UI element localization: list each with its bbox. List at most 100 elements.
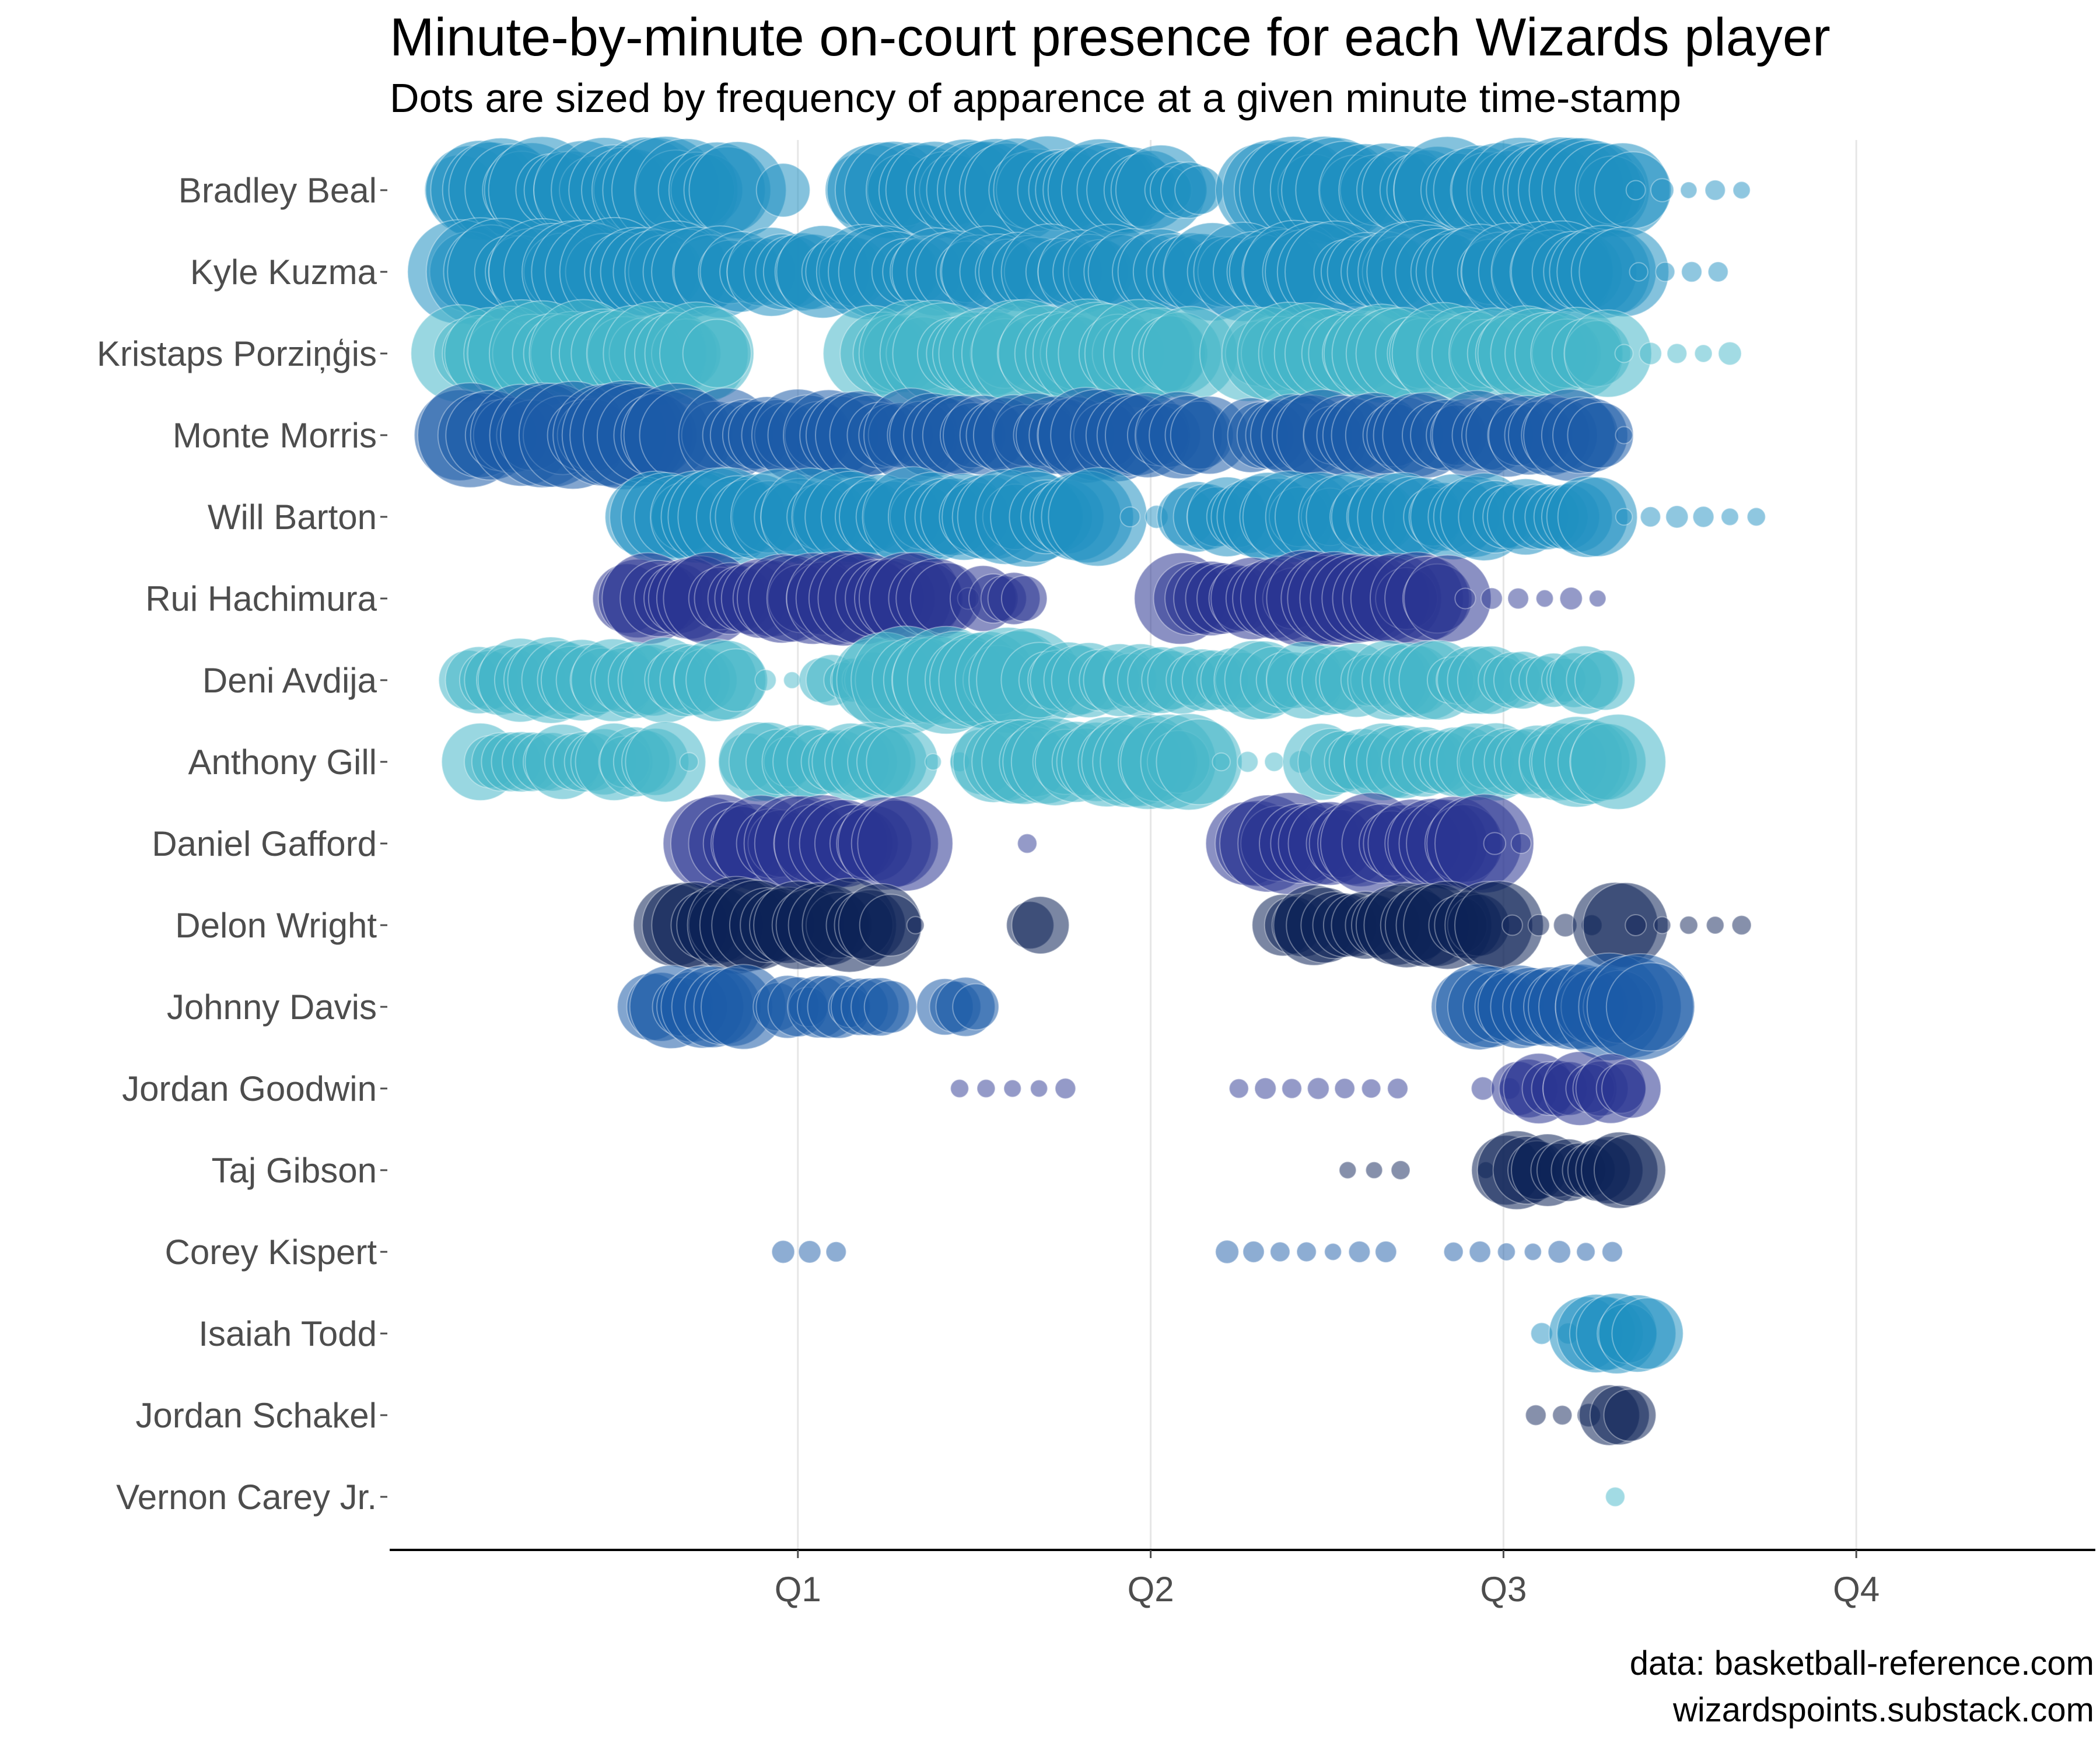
- dot: [1338, 1161, 1357, 1180]
- dot: [1629, 262, 1648, 282]
- dot: [1334, 1077, 1356, 1100]
- dot: [1615, 426, 1633, 444]
- dot: [1601, 1241, 1623, 1263]
- dot: [1732, 181, 1751, 200]
- dot: [1650, 178, 1675, 202]
- dot: [1611, 1297, 1684, 1370]
- dot: [1593, 1133, 1667, 1207]
- dot: [1281, 1078, 1303, 1099]
- dot: [1030, 1079, 1048, 1098]
- dot: [1483, 832, 1507, 855]
- y-tick-label: Kyle Kuzma: [190, 253, 377, 292]
- dot: [924, 753, 942, 771]
- dot: [1497, 1242, 1516, 1262]
- y-axis: Bradley Beal Kyle Kuzma Kristaps Porziņģis…: [97, 171, 387, 1517]
- dot: [1011, 895, 1070, 955]
- dot: [1374, 1240, 1398, 1264]
- dot: [1694, 344, 1713, 363]
- dot: [1746, 507, 1766, 527]
- dot: [1731, 915, 1752, 936]
- dot: [1254, 1077, 1277, 1100]
- y-tick-label: Anthony Gill: [188, 743, 377, 782]
- y-tick-label: Rui Hachimura: [145, 579, 377, 618]
- dot: [754, 668, 777, 692]
- dot: [1706, 916, 1725, 935]
- y-tick-label: Bradley Beal: [178, 171, 377, 210]
- y-tick-label: Johnny Davis: [167, 988, 377, 1027]
- dot: [1704, 179, 1726, 201]
- dot: [1017, 833, 1038, 854]
- dot: [1679, 181, 1698, 200]
- dot: [1480, 587, 1503, 610]
- y-tick-label: Vernon Carey Jr.: [116, 1478, 377, 1517]
- dot: [1535, 589, 1554, 608]
- dot: [1681, 261, 1703, 283]
- chart-title: Minute-by-minute on-court presence for e…: [390, 8, 1831, 67]
- dot: [1605, 1486, 1626, 1507]
- dot-layer: [407, 135, 1766, 1507]
- y-tick-label: Jordan Schakel: [135, 1396, 377, 1435]
- dot: [1601, 1058, 1662, 1119]
- dot: [1454, 587, 1476, 610]
- dot: [1228, 1078, 1250, 1099]
- y-tick-label: Deni Avdija: [202, 661, 377, 700]
- dot: [906, 916, 925, 935]
- dot: [1003, 1079, 1022, 1098]
- y-tick-label: Will Barton: [208, 498, 377, 537]
- dot: [1525, 1404, 1547, 1426]
- dot: [1468, 1240, 1492, 1264]
- dot: [863, 980, 918, 1034]
- caption-source: data: basketball-reference.com: [1629, 1644, 2094, 1682]
- dot: [1588, 589, 1606, 608]
- dot: [1576, 1242, 1596, 1262]
- dot: [625, 721, 706, 803]
- dot: [1665, 505, 1689, 529]
- dot: [1242, 1240, 1265, 1264]
- dot: [1574, 649, 1636, 711]
- dot: [1559, 586, 1583, 611]
- dot: [1348, 1240, 1371, 1264]
- dot: [1387, 1077, 1409, 1100]
- dot: [1269, 1241, 1291, 1262]
- dot: [1548, 1240, 1572, 1264]
- x-axis: Q1 Q2 Q3 Q4: [390, 1549, 2095, 1609]
- y-tick-label: Delon Wright: [175, 906, 377, 945]
- dot: [1605, 962, 1695, 1052]
- dot: [1720, 508, 1740, 526]
- dot: [1212, 752, 1231, 772]
- dot: [1563, 309, 1653, 398]
- dot: [1296, 1241, 1317, 1262]
- dot: [755, 163, 811, 218]
- dot: [1507, 587, 1530, 610]
- dot: [1361, 1078, 1381, 1099]
- dot: [1552, 1405, 1573, 1426]
- dot: [825, 1241, 847, 1263]
- dot: [1707, 261, 1729, 283]
- y-tick-label: Monte Morris: [173, 416, 377, 455]
- dot: [857, 795, 954, 892]
- x-tick-label: Q2: [1128, 1570, 1174, 1609]
- dot: [1524, 1242, 1542, 1261]
- dot: [1615, 508, 1633, 526]
- x-tick-label: Q3: [1480, 1570, 1527, 1609]
- dot: [1666, 343, 1688, 364]
- dot: [1000, 575, 1048, 622]
- dot: [1324, 1242, 1342, 1261]
- x-tick-label: Q4: [1833, 1570, 1880, 1609]
- dot: [1264, 751, 1284, 772]
- dot: [783, 671, 801, 690]
- dot: [1655, 261, 1676, 282]
- dot: [1510, 833, 1532, 854]
- dot: [1653, 916, 1672, 935]
- y-tick-label: Kristaps Porziņģis: [97, 334, 377, 373]
- dot: [1679, 915, 1699, 935]
- dot: [682, 318, 752, 388]
- dot: [1365, 1161, 1383, 1180]
- dot: [976, 1079, 996, 1098]
- y-tick-label: Corey Kispert: [165, 1233, 377, 1272]
- dot: [1603, 1388, 1657, 1442]
- dot: [1527, 914, 1550, 937]
- dot: [1390, 1160, 1411, 1181]
- dot: [1502, 914, 1523, 936]
